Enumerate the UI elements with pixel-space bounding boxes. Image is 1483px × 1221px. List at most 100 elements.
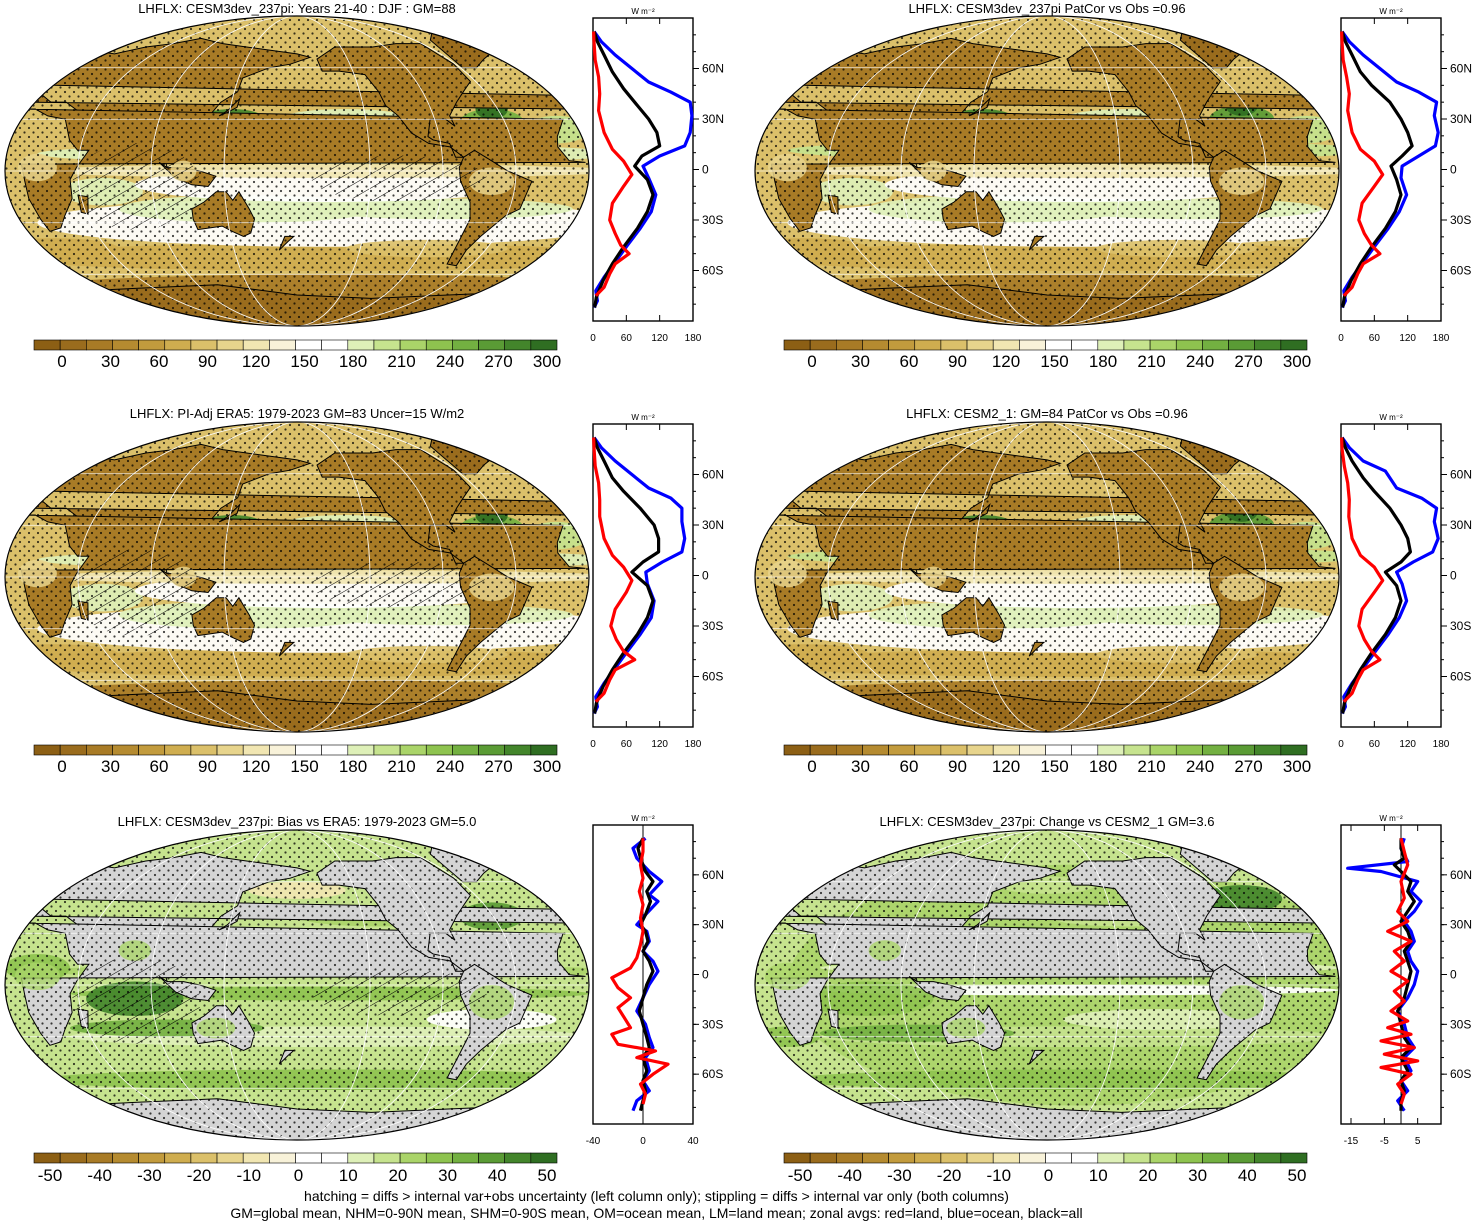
- colorbar-swatch: [914, 339, 942, 351]
- colorbar-swatch: [295, 744, 322, 756]
- colorbar-tick-label: 30: [101, 352, 120, 371]
- colorbar-tick-label: 300: [1283, 757, 1311, 776]
- colorbar-swatch: [1228, 744, 1256, 756]
- colorbar-tick-label: 180: [1089, 757, 1117, 776]
- colorbar-swatch: [399, 1152, 427, 1164]
- colorbar-swatch: [1097, 339, 1125, 351]
- zonal-series-red: [592, 437, 637, 703]
- colorbar-swatch: [321, 339, 349, 351]
- colorbar-swatch: [190, 1152, 218, 1164]
- colorbar-swatch: [530, 744, 558, 756]
- colorbar-swatch: [783, 339, 811, 351]
- zonal-ytick-label: 60N: [1450, 62, 1472, 76]
- zonal-plot: 0 60 120 180 60N 30N 0 30S 60S W m⁻²: [1338, 7, 1472, 344]
- colorbar-swatch: [59, 1152, 87, 1164]
- colorbar-tick-label: 30: [851, 352, 870, 371]
- colorbar-swatch: [1045, 339, 1072, 351]
- colorbar-swatch: [321, 744, 349, 756]
- graticule-lon: [223, 16, 371, 326]
- map-border: [754, 421, 1340, 733]
- footer-line-1: hatching = diffs > internal var+obs unce…: [304, 1188, 1009, 1204]
- colorbar-swatch: [478, 1152, 505, 1164]
- panel-title: LHFLX: PI-Adj ERA5: 1979-2023 GM=83 Unce…: [130, 406, 465, 421]
- colorbar-swatch: [862, 339, 889, 351]
- colorbar-tick-label: 90: [198, 352, 217, 371]
- graticule-lon: [150, 830, 444, 1140]
- graticule-lon: [827, 422, 1267, 732]
- colorbar-swatch: [86, 1152, 113, 1164]
- colorbar-tick-label: 30: [438, 1166, 457, 1185]
- zonal-ytick-label: 30N: [702, 918, 724, 932]
- zonal-ytick-label: 60S: [1450, 1067, 1471, 1081]
- colorbar-tick-label: 90: [948, 757, 967, 776]
- panel-title: LHFLX: CESM2_1: GM=84 PatCor vs Obs =0.9…: [906, 406, 1188, 421]
- colorbar: 0 30 60 90 120 150 180 210 240 270 300: [33, 744, 561, 776]
- graticule-lon: [77, 422, 517, 732]
- colorbar-swatch: [530, 339, 558, 351]
- colorbar-swatch: [1254, 339, 1282, 351]
- colorbar-swatch: [373, 744, 401, 756]
- colorbar-tick-label: 240: [436, 352, 464, 371]
- colorbar-swatch: [888, 1152, 916, 1164]
- zonal-series-red: [1379, 837, 1420, 1105]
- colorbar: 0 30 60 90 120 150 180 210 240 270 300: [783, 339, 1311, 371]
- colorbar-tick-label: 210: [387, 352, 415, 371]
- zonal-ytick-label: 0: [702, 968, 709, 982]
- colorbar-swatch: [1097, 744, 1125, 756]
- colorbar-tick-label: 270: [1234, 352, 1262, 371]
- hatch-overlay: [311, 155, 487, 202]
- colorbar-tick-label: -10: [987, 1166, 1012, 1185]
- zonal-series-red: [592, 31, 634, 297]
- hatch-overlay: [72, 957, 201, 1044]
- zonal-ytick-label: 30S: [702, 619, 723, 633]
- zonal-ytick-label: 60N: [702, 62, 724, 76]
- colorbar-swatch: [347, 339, 375, 351]
- zonal-series-red: [610, 838, 670, 1105]
- colorbar-tick-label: 90: [948, 352, 967, 371]
- colorbar-swatch: [1123, 1152, 1151, 1164]
- zonal-plot: -40 0 40 60N 30N 0 30S 60S W m⁻²: [586, 814, 724, 1147]
- colorbar-swatch: [1123, 339, 1151, 351]
- colorbar-swatch: [504, 744, 532, 756]
- colorbar-swatch: [138, 1152, 166, 1164]
- colorbar-tick-label: 50: [1288, 1166, 1307, 1185]
- zonal-ytick-label: 0: [1450, 968, 1457, 982]
- zonal-units-label: W m⁻²: [631, 413, 655, 422]
- colorbar-tick-label: 150: [290, 352, 318, 371]
- colorbar-swatch: [347, 744, 375, 756]
- zonal-units-label: W m⁻²: [631, 814, 655, 823]
- colorbar-swatch: [190, 339, 218, 351]
- colorbar-tick-label: 0: [807, 352, 816, 371]
- colorbar-tick-label: 120: [242, 757, 270, 776]
- colorbar-swatch: [1175, 339, 1203, 351]
- colorbar-swatch: [888, 339, 916, 351]
- colorbar-swatch: [242, 1152, 270, 1164]
- colorbar-swatch: [992, 339, 1020, 351]
- map-border: [4, 829, 590, 1141]
- colorbar-swatch: [1071, 339, 1099, 351]
- colorbar-swatch: [809, 1152, 837, 1164]
- hatch-overlay: [72, 549, 201, 636]
- map-border: [4, 15, 590, 327]
- panel-title: LHFLX: CESM3dev_237pi PatCor vs Obs =0.9…: [908, 1, 1185, 16]
- zonal-ytick-label: 30S: [1450, 619, 1471, 633]
- panel-p5: LHFLX: CESM3dev_237pi: Bias vs ERA5: 197…: [4, 814, 724, 1185]
- colorbar-tick-label: 150: [1040, 757, 1068, 776]
- colorbar-tick-label: 50: [538, 1166, 557, 1185]
- graticule-lon: [900, 16, 1194, 326]
- colorbar-swatch: [138, 744, 166, 756]
- zonal-ytick-label: 30S: [1450, 213, 1471, 227]
- colorbar-swatch: [1019, 1152, 1046, 1164]
- colorbar-swatch: [530, 1152, 558, 1164]
- colorbar-swatch: [1019, 339, 1046, 351]
- zonal-ytick-label: 0: [1450, 569, 1457, 583]
- zonal-ytick-label: 60N: [702, 868, 724, 882]
- zonal-xtick-label: 0: [1338, 739, 1344, 750]
- zonal-ytick-label: 30N: [1450, 918, 1472, 932]
- colorbar-tick-label: 20: [388, 1166, 407, 1185]
- graticule-lon: [827, 16, 1267, 326]
- colorbar-tick-label: 150: [290, 757, 318, 776]
- zonal-ytick-label: 30N: [702, 518, 724, 532]
- colorbar-tick-label: -50: [38, 1166, 63, 1185]
